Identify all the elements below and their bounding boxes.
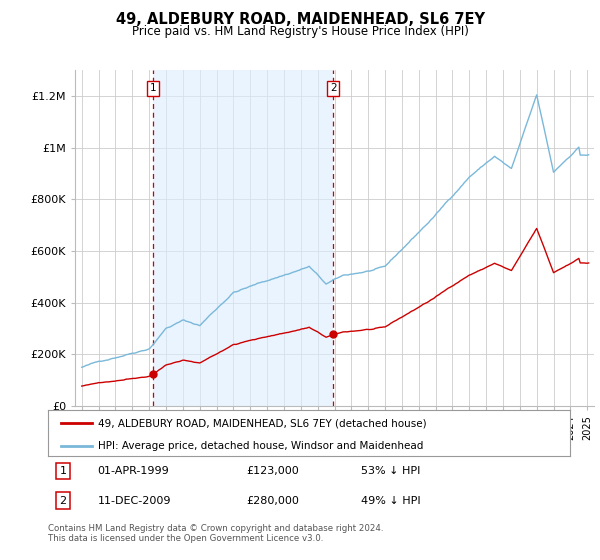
Text: 2: 2 bbox=[330, 83, 337, 94]
Text: 01-APR-1999: 01-APR-1999 bbox=[98, 466, 169, 477]
Text: £280,000: £280,000 bbox=[247, 496, 299, 506]
Text: 2: 2 bbox=[59, 496, 67, 506]
Text: 49, ALDEBURY ROAD, MAIDENHEAD, SL6 7EY (detached house): 49, ALDEBURY ROAD, MAIDENHEAD, SL6 7EY (… bbox=[98, 418, 426, 428]
Text: £123,000: £123,000 bbox=[247, 466, 299, 477]
Bar bbox=[154, 70, 333, 406]
Text: 49, ALDEBURY ROAD, MAIDENHEAD, SL6 7EY: 49, ALDEBURY ROAD, MAIDENHEAD, SL6 7EY bbox=[115, 12, 485, 27]
Text: Contains HM Land Registry data © Crown copyright and database right 2024.
This d: Contains HM Land Registry data © Crown c… bbox=[48, 524, 383, 543]
Text: 53% ↓ HPI: 53% ↓ HPI bbox=[361, 466, 421, 477]
Text: 11-DEC-2009: 11-DEC-2009 bbox=[98, 496, 171, 506]
Text: 1: 1 bbox=[59, 466, 67, 477]
Text: 49% ↓ HPI: 49% ↓ HPI bbox=[361, 496, 421, 506]
Text: Price paid vs. HM Land Registry's House Price Index (HPI): Price paid vs. HM Land Registry's House … bbox=[131, 25, 469, 38]
Text: HPI: Average price, detached house, Windsor and Maidenhead: HPI: Average price, detached house, Wind… bbox=[98, 441, 423, 451]
Text: 1: 1 bbox=[150, 83, 157, 94]
